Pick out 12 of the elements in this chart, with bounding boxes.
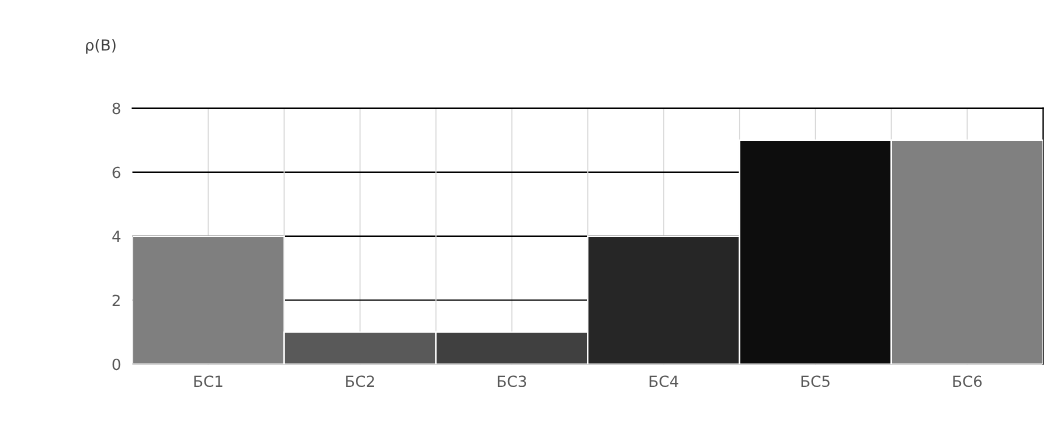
x-tick-label: БС6 <box>953 375 982 388</box>
y-tick-label: 0 <box>112 358 121 371</box>
y-tick-label: 6 <box>112 166 121 179</box>
x-tick-label: БС1 <box>194 375 223 388</box>
y-tick-label: 4 <box>112 230 121 242</box>
x-tick-label: БС4 <box>649 375 679 388</box>
x-tick-label: БС3 <box>497 375 527 388</box>
x-tick-label: БС5 <box>801 375 830 388</box>
y-axis-title: ρ(В) <box>86 38 116 54</box>
y-tick-label: 2 <box>112 294 120 306</box>
y-tick-label: 8 <box>112 102 121 115</box>
x-tick-label: БС2 <box>346 375 374 388</box>
